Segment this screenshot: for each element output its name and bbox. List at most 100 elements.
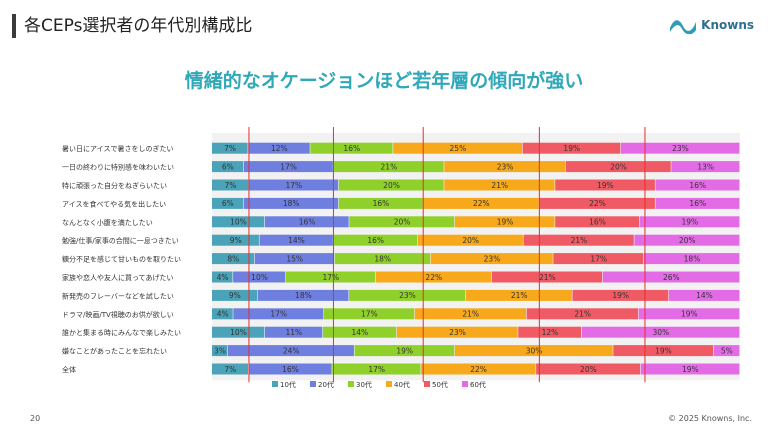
bar-segment: [572, 289, 669, 301]
bar-segment: [414, 308, 527, 320]
bar-segment: [491, 271, 603, 283]
data-label: 16%: [689, 181, 706, 190]
bar-segment: [259, 234, 333, 246]
bar-segment: [332, 363, 421, 375]
bar-segment: [423, 197, 539, 209]
data-label: 19%: [681, 310, 698, 319]
bar-segment: [526, 308, 639, 320]
data-label: 19%: [682, 365, 699, 374]
data-label: 21%: [571, 236, 588, 245]
data-label: 4%: [217, 310, 229, 319]
bar-segment: [257, 289, 349, 301]
data-label: 17%: [280, 162, 297, 171]
bar-segment: [212, 345, 228, 357]
bar-segment: [655, 197, 740, 209]
bar-segment: [212, 234, 259, 246]
legend-swatch: [462, 381, 468, 387]
data-label: 17%: [322, 273, 339, 282]
data-label: 16%: [689, 199, 706, 208]
category-label: 全体: [62, 365, 76, 374]
bar-segment: [421, 363, 536, 375]
bar-segment: [522, 142, 621, 154]
data-label: 22%: [473, 199, 490, 208]
bar-segment: [212, 289, 258, 301]
data-label: 23%: [484, 254, 501, 263]
category-label: アイスを食べてやる気を出したい: [62, 199, 166, 208]
category-label: 勉強/仕事/家事の合間に一息つきたい: [62, 236, 179, 245]
bar-segment: [518, 326, 581, 338]
data-label: 23%: [399, 291, 416, 300]
category-label: ドラマ/映画/TV視聴のお供が欲しい: [62, 310, 174, 319]
legend-label: 50代: [432, 380, 448, 389]
data-label: 14%: [352, 328, 369, 337]
data-label: 18%: [283, 199, 300, 208]
data-label: 19%: [563, 144, 580, 153]
bar-segment: [668, 289, 740, 301]
bar-segment: [536, 363, 641, 375]
data-label: 30%: [526, 346, 543, 355]
bar-segment: [338, 179, 444, 191]
data-label: 12%: [542, 328, 559, 337]
data-label: 7%: [224, 365, 236, 374]
legend-label: 10代: [280, 380, 296, 389]
bar-segment: [644, 253, 740, 265]
data-label: 19%: [597, 181, 614, 190]
bar-segment: [555, 216, 640, 228]
bar-segment: [264, 326, 323, 338]
bar-segment: [324, 308, 415, 320]
page-number: 20: [30, 414, 41, 423]
bar-segment: [553, 253, 644, 265]
data-label: 18%: [684, 254, 701, 263]
bar-segment: [212, 271, 233, 283]
category-label: 家族や恋人や友人に買ってあげたい: [62, 273, 173, 282]
bar-segment: [444, 179, 555, 191]
data-label: 20%: [394, 218, 411, 227]
data-label: 3%: [214, 346, 226, 355]
data-label: 21%: [491, 181, 508, 190]
data-label: 10%: [251, 273, 268, 282]
category-label: 新発売のフレーバーなどを試したい: [62, 291, 174, 300]
bar-segment: [638, 308, 740, 320]
bar-segment: [565, 161, 671, 173]
bar-segment: [671, 161, 740, 173]
data-label: 17%: [270, 310, 287, 319]
bar-segment: [310, 142, 393, 154]
copyright: © 2025 Knowns, Inc.: [668, 414, 752, 423]
data-label: 10%: [230, 328, 247, 337]
data-label: 4%: [217, 273, 229, 282]
data-label: 16%: [299, 218, 316, 227]
data-label: 20%: [610, 162, 627, 171]
bar-segment: [254, 253, 335, 265]
category-label: 特に頑張った自分をねぎらいたい: [62, 181, 167, 190]
bar-segment: [354, 345, 455, 357]
bar-segment: [212, 253, 255, 265]
data-label: 20%: [580, 365, 597, 374]
bar-segment: [212, 179, 249, 191]
bar-segment: [555, 179, 655, 191]
bar-segment: [212, 161, 244, 173]
bar-segment: [396, 326, 518, 338]
data-label: 19%: [655, 346, 672, 355]
category-label: 糖分不足を感じて甘いものを取りたい: [62, 255, 181, 264]
data-label: 25%: [450, 144, 467, 153]
bar-segment: [523, 234, 634, 246]
knowns-logo-icon: [670, 20, 697, 34]
bar-segment: [655, 179, 740, 191]
data-label: 16%: [373, 199, 390, 208]
bar-segment: [248, 142, 310, 154]
data-label: 10%: [230, 218, 247, 227]
legend-label: 20代: [318, 380, 334, 389]
data-label: 21%: [511, 291, 528, 300]
data-label: 19%: [497, 218, 514, 227]
bar-segment: [212, 308, 233, 320]
data-label: 21%: [539, 273, 556, 282]
category-label: 嫌なことがあったことを忘れたい: [62, 347, 167, 356]
bar-segment: [248, 179, 339, 191]
data-label: 24%: [283, 346, 300, 355]
data-label: 17%: [286, 181, 303, 190]
data-label: 19%: [612, 291, 629, 300]
bar-segment: [212, 142, 248, 154]
bar-segment: [465, 289, 572, 301]
bar-segment: [454, 345, 613, 357]
